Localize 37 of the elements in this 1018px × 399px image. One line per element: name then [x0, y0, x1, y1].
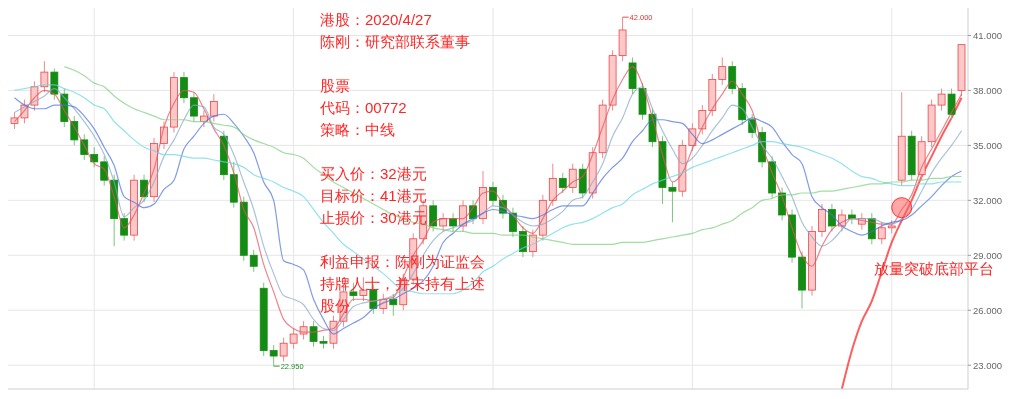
- y-tick-label: 23.000: [973, 359, 1003, 371]
- candlestick: [439, 212, 448, 232]
- annotation: 止损价：30港元: [320, 209, 427, 226]
- candlestick: [578, 163, 587, 199]
- candlestick: [190, 91, 198, 123]
- candlestick: [568, 163, 577, 194]
- candlestick: [249, 249, 258, 273]
- annotation: 策略：中线: [320, 121, 395, 138]
- y-tick-label: 35.000: [973, 139, 1003, 151]
- candlestick: [548, 163, 557, 207]
- annotation: 陈刚：研究部联系董事: [320, 33, 470, 50]
- y-tick-label: 38.000: [973, 84, 1003, 96]
- candlestick: [269, 344, 278, 367]
- annotation: 港股：2020/4/27: [320, 11, 432, 28]
- candlestick: [429, 199, 438, 232]
- candlestick: [828, 203, 836, 232]
- line-series: [840, 96, 963, 390]
- candlestick: [209, 93, 218, 123]
- y-tick-label: 26.000: [973, 304, 1003, 316]
- annotation: 目标价：41港元: [320, 187, 427, 204]
- candlestick: [90, 146, 99, 168]
- candlestick: [818, 203, 826, 238]
- candlestick: [728, 60, 737, 95]
- candlestick: [120, 212, 129, 242]
- candlestick: [718, 56, 727, 86]
- candlestick: [558, 172, 567, 194]
- annotation: 代码：00772: [319, 99, 407, 116]
- candlestick: [489, 181, 497, 207]
- y-tick-label: 41.000: [973, 29, 1003, 41]
- annotation: 买入价：32港元: [320, 165, 427, 182]
- candlestick: [40, 60, 49, 93]
- y-tick-label: 32.000: [973, 194, 1003, 206]
- candlestick: [449, 212, 457, 232]
- y-tick-label: 29.000: [973, 249, 1003, 261]
- candlestick: [947, 88, 956, 121]
- candlestick: [180, 71, 188, 104]
- annotation: 股票: [320, 77, 350, 94]
